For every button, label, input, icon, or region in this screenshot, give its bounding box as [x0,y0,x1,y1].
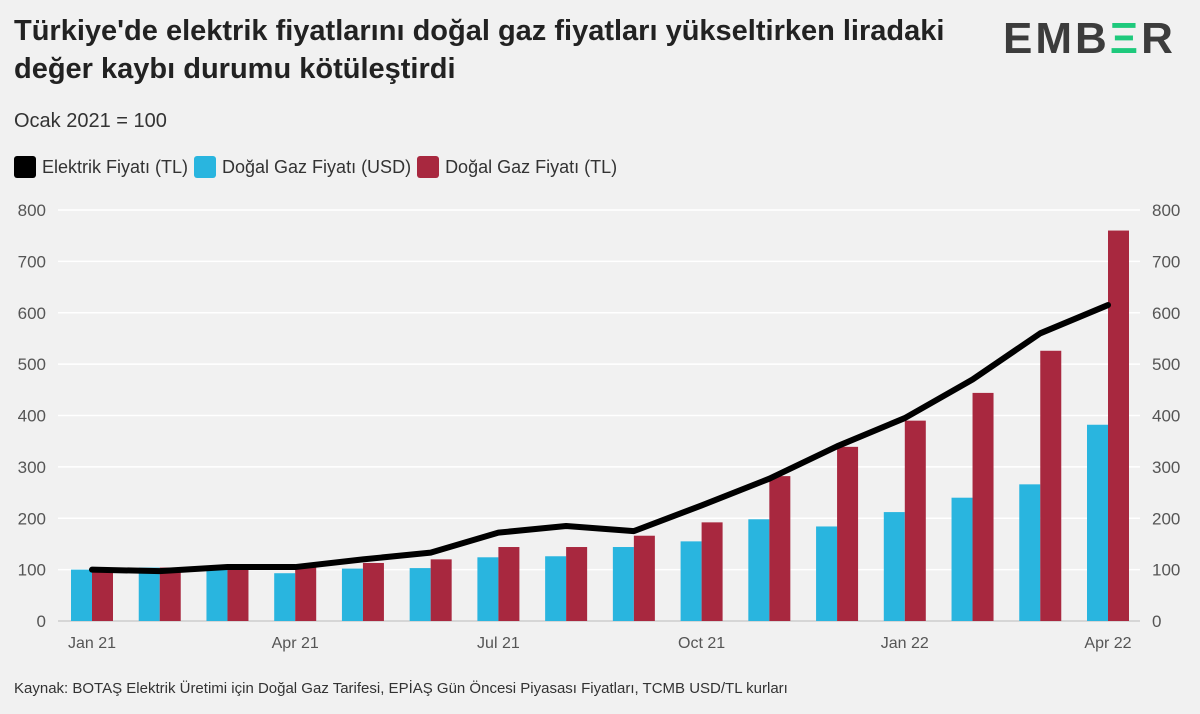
legend-label-electricity: Elektrik Fiyatı (TL) [42,156,189,177]
y-tick-right: 100 [1152,561,1180,580]
legend-item-gas-usd: Doğal Gaz Fiyatı (USD) [194,156,411,178]
bar-gas-usd [545,556,567,621]
bar-gas-tl [1108,230,1129,622]
point-electricity [497,532,499,534]
bar-gas-usd [748,519,770,621]
y-tick-left: 500 [18,355,46,374]
bar-gas-usd [1019,484,1041,621]
y-tick-right: 500 [1152,355,1180,374]
bar-gas-usd [1087,424,1108,621]
y-tick-left: 400 [18,407,46,426]
bar-gas-usd [138,567,160,621]
x-tick-label: Apr 22 [1084,635,1131,652]
y-tick-right: 400 [1152,407,1180,426]
point-electricity [91,569,93,571]
point-electricity [362,558,364,560]
bar-gas-tl [498,547,520,621]
point-electricity [294,566,296,568]
bar-gas-tl [701,522,723,621]
bar-gas-usd [680,541,702,621]
x-tick-label: Jan 22 [881,635,929,652]
bar-gas-usd [612,547,634,621]
point-electricity [904,417,906,419]
legend-swatch-gas-tl [417,156,440,178]
bar-gas-tl [159,567,181,621]
point-electricity [1107,304,1109,306]
bar-gas-usd [341,568,363,621]
bar-gas-usd [477,557,499,621]
bar-gas-tl [295,567,317,621]
y-tick-right: 600 [1152,304,1180,323]
bar-gas-tl [837,446,859,621]
bar-gas-usd [206,569,228,621]
y-tick-left: 600 [18,304,46,323]
legend-label-gas-usd: Doğal Gaz Fiyatı (USD) [222,156,412,177]
legend-swatch-gas-usd [194,156,217,178]
bar-gas-tl [566,547,588,621]
y-tick-left: 300 [18,458,46,477]
bar-gas-usd [71,569,92,621]
bar-gas-usd [951,497,973,621]
point-electricity [701,504,703,506]
point-electricity [159,570,161,572]
y-tick-left: 200 [18,509,46,528]
y-tick-right: 800 [1152,201,1180,220]
point-electricity [1039,332,1041,334]
bar-gas-tl [633,535,655,621]
point-electricity [768,478,770,480]
legend-item-gas-tl: Doğal Gaz Fiyatı (TL) [417,156,617,178]
point-electricity [972,379,974,381]
legend-swatch-electricity [14,156,36,178]
line-electricity [89,302,1111,575]
legend-item-electricity: Elektrik Fiyatı (TL) [14,156,188,178]
bar-gas-usd [816,526,838,621]
bar-gas-tl [362,562,384,621]
bar-gas-tl [904,420,926,621]
bar-gas-tl [769,476,791,621]
bar-gas-usd [274,573,296,621]
bar-gas-tl [92,569,113,621]
chart-subtitle: Ocak 2021 = 100 [14,110,167,132]
point-electricity [565,525,567,527]
source-note: Kaynak: BOTAŞ Elektrik Üretimi için Doğa… [14,680,788,697]
x-tick-label: Apr 21 [272,635,319,652]
y-tick-left: 700 [18,252,46,271]
y-tick-right: 0 [1152,612,1161,631]
bar-gas-tl [972,392,994,621]
bar-gas-tl [227,567,249,621]
y-tick-left: 100 [18,561,46,580]
y-tick-right: 700 [1152,252,1180,271]
legend: Elektrik Fiyatı (TL) Doğal Gaz Fiyatı (U… [14,156,623,178]
bar-gas-usd [409,568,431,621]
y-tick-right: 300 [1152,458,1180,477]
y-tick-right: 200 [1152,509,1180,528]
point-electricity [836,445,838,447]
point-electricity [226,566,228,568]
chart-title: Türkiye'de elektrik fiyatlarını doğal ga… [14,15,945,85]
bar-gas-usd [883,512,905,621]
bar-gas-tl [430,559,452,621]
point-electricity [633,530,635,532]
ember-logo: EMBΞR [1003,14,1176,63]
x-tick-label: Jul 21 [477,635,520,652]
legend-label-gas-tl: Doğal Gaz Fiyatı (TL) [445,156,618,177]
bar-gas-tl [1040,350,1062,621]
x-tick-label: Jan 21 [68,635,116,652]
y-tick-left: 800 [18,201,46,220]
x-tick-label: Oct 21 [678,635,725,652]
point-electricity [430,552,432,554]
y-tick-left: 0 [37,612,46,631]
